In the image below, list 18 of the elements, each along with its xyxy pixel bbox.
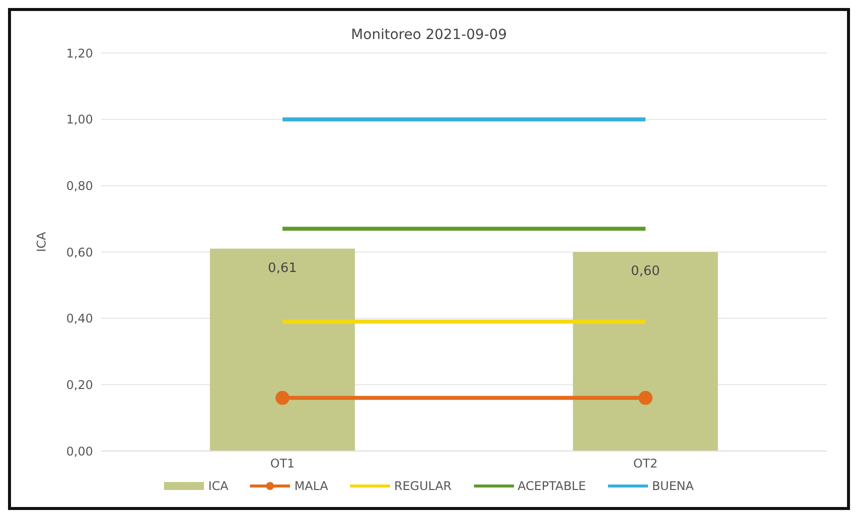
y-tick-label: 0,00 — [66, 444, 93, 458]
legend-label: ACEPTABLE — [518, 479, 586, 493]
data-label: 0,61 — [268, 260, 297, 276]
y-tick-label: 0,20 — [66, 378, 93, 392]
x-tick-label: OT2 — [633, 456, 658, 471]
x-tick-label: OT1 — [270, 456, 295, 471]
y-tick-label: 0,40 — [66, 312, 93, 326]
y-axis-title: ICA — [34, 231, 48, 252]
chart-title: Monitoreo 2021-09-09 — [350, 27, 508, 43]
y-tick-label: 0,80 — [66, 178, 93, 193]
legend-label: REGULAR — [394, 479, 452, 493]
y-tick-label: 1,20 — [66, 46, 93, 60]
y-tick-label: 1,00 — [66, 112, 93, 127]
data-label: 0,60 — [630, 264, 660, 280]
y-tick-label: 0,60 — [66, 245, 93, 260]
legend-label: BUENA — [652, 479, 694, 493]
legend-label: MALA — [294, 479, 328, 493]
legend-label: ICA — [208, 479, 228, 493]
